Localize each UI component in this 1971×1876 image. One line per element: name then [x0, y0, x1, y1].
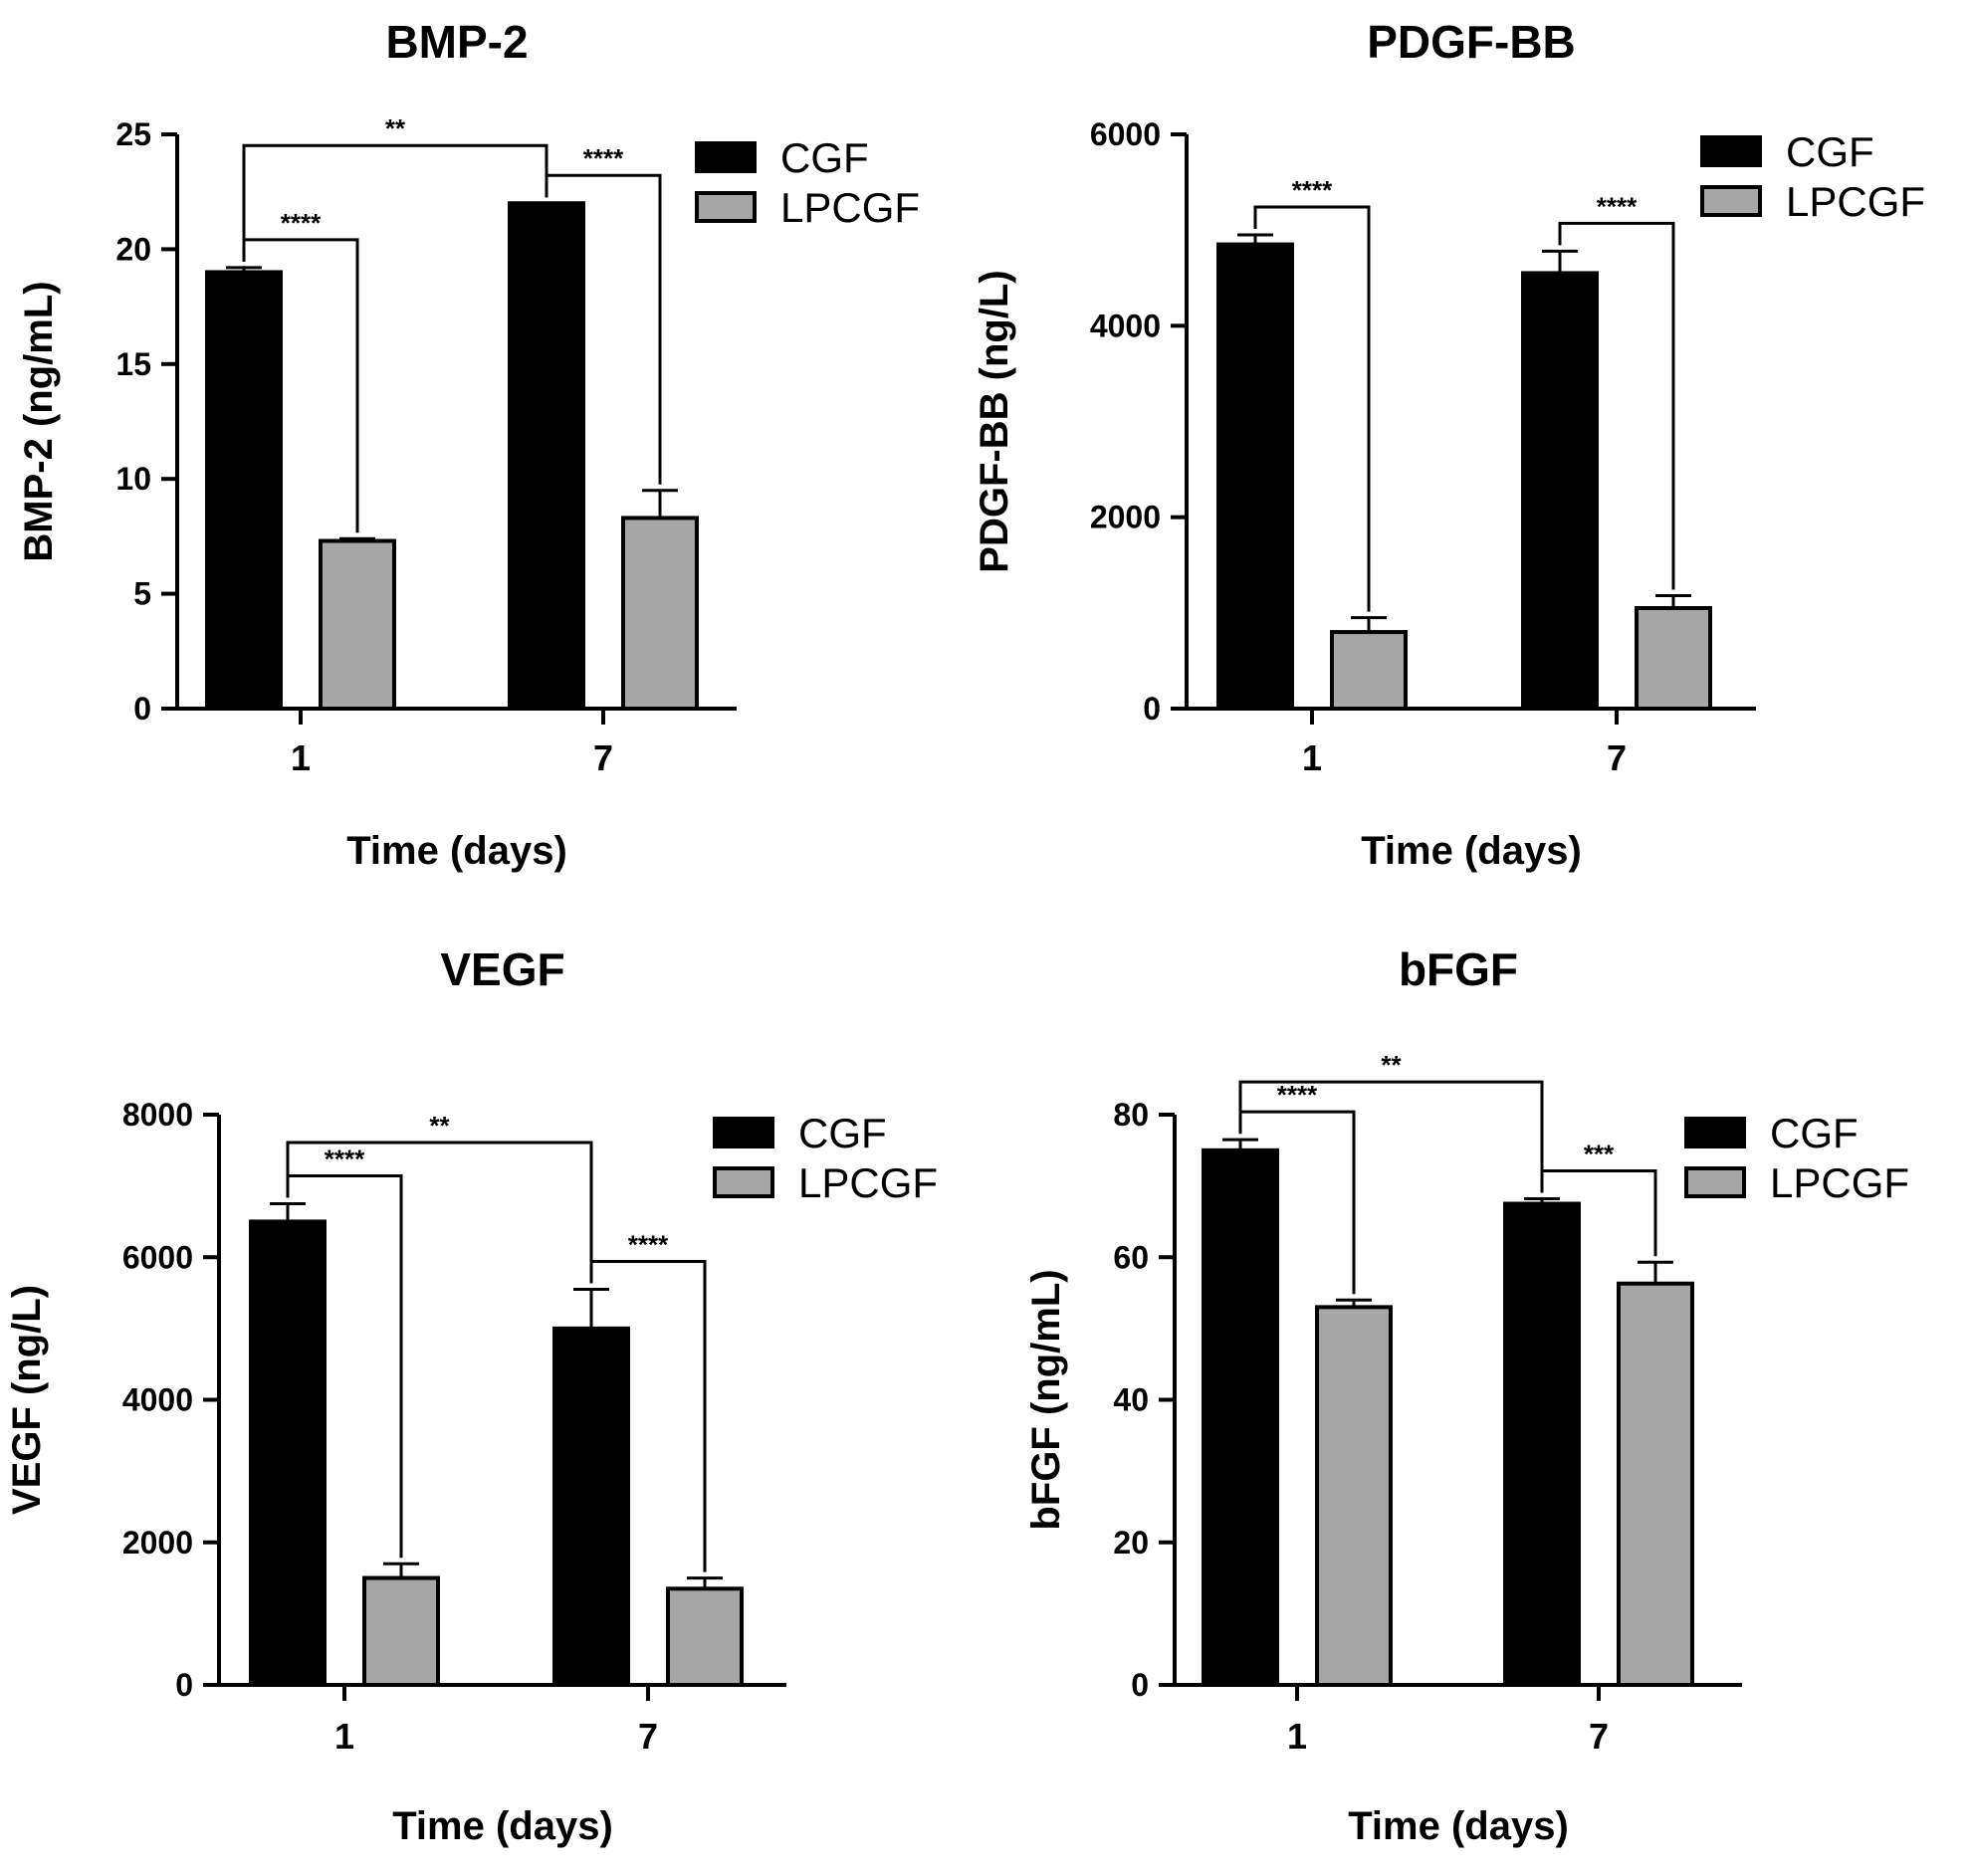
x-axis-label: Time (days) [1348, 1804, 1569, 1848]
legend-swatch-cgf [1700, 135, 1762, 167]
bar-lpcgf-day1 [319, 538, 396, 711]
legend-swatch-lpcgf [1700, 185, 1762, 217]
y-tick-label: 2000 [1090, 500, 1161, 535]
bar-cgf-day7 [1503, 1201, 1581, 1687]
legend-label-lpcgf: LPCGF [798, 1159, 938, 1206]
y-tick-label: 6000 [122, 1239, 193, 1275]
y-tick-label: 25 [115, 116, 151, 152]
legend-label-cgf: CGF [780, 134, 869, 181]
y-tick-label: 15 [115, 346, 151, 382]
significance-label: ** [385, 113, 406, 143]
legend-label-cgf: CGF [1770, 1110, 1859, 1156]
y-tick-label: 2000 [122, 1525, 193, 1561]
x-tick-label: 1 [334, 1716, 354, 1757]
x-tick-label: 1 [1287, 1716, 1307, 1757]
chart-title: VEGF [440, 943, 564, 995]
x-axis-label: Time (days) [1361, 829, 1582, 873]
bar-cgf-day1 [205, 270, 283, 711]
significance-label: **** [628, 1229, 669, 1259]
bar-cgf-day7 [508, 201, 585, 712]
chart-title: BMP-2 [385, 16, 528, 68]
bar-lpcgf-day1 [362, 1575, 440, 1687]
x-tick-label: 7 [593, 737, 613, 778]
y-tick-label: 8000 [122, 1097, 193, 1133]
x-tick-label: 7 [1589, 1716, 1609, 1757]
significance-label: **** [281, 208, 322, 238]
x-axis-label: Time (days) [346, 829, 567, 873]
significance-bracket [1253, 205, 1371, 612]
chart-title: bFGF [1399, 943, 1518, 995]
bar-cgf-day1 [1202, 1147, 1279, 1687]
legend-label-lpcgf: LPCGF [1786, 178, 1925, 225]
significance-bracket [1238, 1080, 1544, 1193]
legend-swatch-cgf [695, 141, 757, 173]
legend-swatch-lpcgf [1684, 1166, 1746, 1198]
bar-lpcgf-day7 [1617, 1281, 1694, 1687]
bar-cgf-day1 [249, 1219, 327, 1687]
legend-swatch-cgf [713, 1117, 774, 1148]
y-tick-label: 0 [175, 1667, 193, 1703]
bar-lpcgf-day1 [1330, 630, 1408, 711]
panel-3: VEGF VEGF (ng/L) 0 2000 4000 6000 8000 1 7 Time (… [5, 943, 938, 1848]
x-tick-label: 1 [291, 737, 311, 778]
y-tick-label: 5 [133, 576, 151, 612]
bar-lpcgf-day1 [1315, 1305, 1393, 1687]
y-tick-label: 0 [1143, 691, 1161, 727]
significance-bracket [242, 143, 548, 262]
bar-lpcgf-day7 [621, 516, 699, 711]
significance-label: *** [1584, 1140, 1615, 1169]
bar-lpcgf-day7 [666, 1586, 744, 1688]
significance-label: **** [583, 143, 624, 173]
legend-label-lpcgf: LPCGF [780, 184, 920, 231]
y-tick-label: 4000 [1090, 308, 1161, 343]
y-tick-label: 20 [115, 231, 151, 267]
legend-label-lpcgf: LPCGF [1770, 1159, 1909, 1206]
x-tick-label: 1 [1302, 737, 1322, 778]
legend-swatch-lpcgf [713, 1166, 774, 1198]
significance-bracket [1558, 221, 1675, 590]
significance-label: **** [1597, 191, 1638, 221]
y-tick-label: 20 [1113, 1525, 1149, 1561]
significance-bracket [286, 1141, 593, 1284]
y-axis-label: bFGF (ng/mL) [1024, 1269, 1068, 1530]
y-tick-label: 0 [133, 691, 151, 727]
bar-cgf-day7 [552, 1326, 630, 1687]
legend-swatch-cgf [1684, 1117, 1746, 1148]
y-tick-label: 6000 [1090, 116, 1161, 152]
significance-label: **** [1277, 1080, 1318, 1110]
y-tick-label: 80 [1113, 1097, 1149, 1133]
y-axis-label: VEGF (ng/L) [5, 1285, 49, 1515]
x-axis-label: Time (days) [392, 1804, 613, 1848]
panel-1: BMP-2 BMP-2 (ng/mL) 0 5 10 15 20 25 1 7 Time (days… [17, 16, 920, 873]
y-axis-label: BMP-2 (ng/mL) [17, 281, 61, 561]
y-tick-label: 10 [115, 461, 151, 497]
y-tick-label: 40 [1113, 1382, 1149, 1418]
significance-label: **** [1292, 175, 1333, 205]
x-tick-label: 7 [1607, 737, 1627, 778]
y-tick-label: 4000 [122, 1382, 193, 1418]
significance-label: ** [1381, 1050, 1402, 1080]
y-tick-label: 0 [1131, 1667, 1149, 1703]
bar-cgf-day7 [1521, 271, 1599, 711]
significance-label: **** [325, 1145, 365, 1174]
y-axis-label: PDGF-BB (ng/L) [973, 270, 1016, 572]
legend-swatch-lpcgf [695, 191, 757, 223]
panel-2: PDGF-BB PDGF-BB (ng/L) 0 2000 4000 6000 1 7 Time… [973, 16, 1925, 873]
x-tick-label: 7 [638, 1716, 658, 1757]
legend-label-cgf: CGF [798, 1110, 887, 1156]
panel-4: bFGF bFGF (ng/mL) 0 20 40 60 80 1 7 Time (days) **… [1024, 943, 1909, 1848]
chart-title: PDGF-BB [1367, 16, 1576, 68]
y-tick-label: 60 [1113, 1239, 1149, 1275]
significance-label: ** [429, 1111, 450, 1141]
bar-lpcgf-day7 [1635, 606, 1712, 712]
legend-label-cgf: CGF [1786, 128, 1874, 175]
bar-cgf-day1 [1216, 242, 1294, 711]
